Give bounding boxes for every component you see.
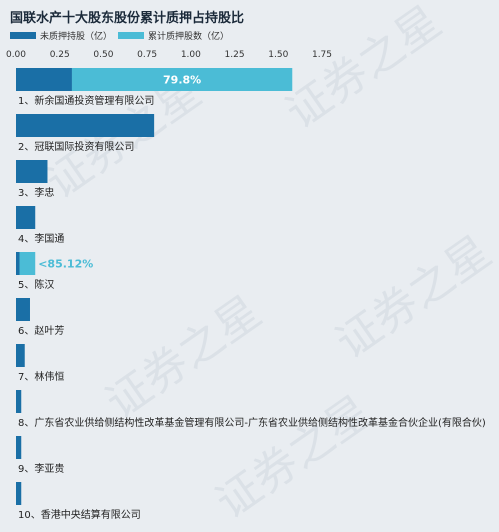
x-tick-label: 0.25 xyxy=(50,50,70,60)
legend-label: 未质押持股（亿） xyxy=(40,30,112,42)
category-labels: 1、新余国通投资管理有限公司 2、冠联国际投资有限公司 3、李忠 4、李国通 5、陈汉 6… xyxy=(18,94,486,521)
x-tick-label: 0.00 xyxy=(6,50,26,60)
bar-unpledged xyxy=(16,114,155,137)
category-label: 3、李忠 xyxy=(18,186,54,199)
bar-unpledged xyxy=(16,344,25,367)
watermark-text: 证券之星 xyxy=(97,286,270,429)
legend-swatch xyxy=(10,32,36,39)
category-label: 7、林伟恒 xyxy=(18,370,64,383)
x-tick-label: 0.75 xyxy=(137,50,157,60)
x-tick-label: 1.25 xyxy=(225,50,245,60)
data-labels: 79.8% <85.12% xyxy=(38,74,201,271)
bar-unpledged xyxy=(16,160,48,183)
bars xyxy=(16,68,293,505)
data-label: <85.12% xyxy=(38,258,93,271)
watermark-text: 证券之星 xyxy=(207,386,380,529)
x-tick-label: 1.50 xyxy=(268,50,288,60)
legend: 未质押持股（亿） 累计质押股数（亿） xyxy=(10,30,229,42)
x-axis: 0.00 0.25 0.50 0.75 1.00 1.25 1.50 1.75 xyxy=(6,50,332,60)
bar-unpledged xyxy=(16,436,22,459)
x-tick-label: 1.75 xyxy=(312,50,332,60)
category-label: 10、香港中央结算有限公司 xyxy=(18,508,141,521)
category-label: 1、新余国通投资管理有限公司 xyxy=(18,94,154,107)
watermark-text: 证券之星 xyxy=(327,226,499,369)
data-label: 79.8% xyxy=(163,74,201,87)
category-label: 6、赵叶芳 xyxy=(18,324,64,337)
bar-unpledged xyxy=(16,252,20,275)
watermark-text: 证券之星 xyxy=(277,0,450,139)
category-label: 8、广东省农业供给侧结构性改革基金管理有限公司-广东省农业供给侧结构性改革基金合… xyxy=(18,416,486,429)
category-label: 2、冠联国际投资有限公司 xyxy=(18,140,134,153)
chart-title: 国联水产十大股东股份累计质押占持股比 xyxy=(10,10,244,26)
x-tick-label: 1.00 xyxy=(181,50,201,60)
bar-unpledged xyxy=(16,390,22,413)
bar-unpledged xyxy=(16,482,22,505)
bar-pledged xyxy=(19,252,36,275)
category-label: 4、李国通 xyxy=(18,232,64,245)
bar-unpledged xyxy=(16,206,36,229)
category-label: 9、李亚贵 xyxy=(18,462,64,475)
bar-unpledged xyxy=(16,298,30,321)
category-label: 5、陈汉 xyxy=(18,278,54,291)
x-tick-label: 0.50 xyxy=(93,50,113,60)
bar-unpledged xyxy=(16,68,72,91)
legend-label: 累计质押股数（亿） xyxy=(148,30,229,42)
legend-swatch xyxy=(118,32,144,39)
bar-pledged xyxy=(71,68,293,91)
